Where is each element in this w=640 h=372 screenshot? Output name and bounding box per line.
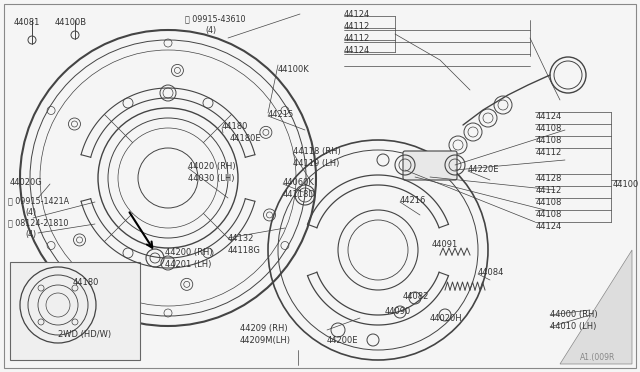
- Text: 44010 (LH): 44010 (LH): [550, 322, 596, 331]
- Text: 44119 (LH): 44119 (LH): [293, 159, 339, 168]
- Text: 44118G: 44118G: [228, 246, 261, 255]
- Text: (4): (4): [25, 208, 36, 217]
- Text: 44216: 44216: [400, 196, 426, 205]
- Text: (4): (4): [25, 230, 36, 239]
- Polygon shape: [560, 250, 632, 364]
- Text: 44108: 44108: [536, 124, 563, 133]
- Text: 44128: 44128: [536, 174, 563, 183]
- Text: 44180: 44180: [73, 278, 99, 287]
- Text: 44108: 44108: [536, 136, 563, 145]
- Text: 44108: 44108: [536, 210, 563, 219]
- Text: 44132: 44132: [228, 234, 254, 243]
- Text: A1.(009R: A1.(009R: [580, 353, 616, 362]
- Text: 44200E: 44200E: [327, 336, 358, 345]
- Text: 44112: 44112: [344, 22, 371, 31]
- Text: 44200 (RH): 44200 (RH): [165, 248, 212, 257]
- Text: 44060K: 44060K: [283, 178, 315, 187]
- Text: 44209M(LH): 44209M(LH): [240, 336, 291, 345]
- Text: 44209 (RH): 44209 (RH): [240, 324, 287, 333]
- Text: 44112: 44112: [344, 34, 371, 43]
- Text: 44082: 44082: [403, 292, 429, 301]
- FancyBboxPatch shape: [403, 151, 457, 180]
- Text: 44215: 44215: [268, 110, 294, 119]
- Text: 44081: 44081: [14, 18, 40, 27]
- Text: 44201 (LH): 44201 (LH): [165, 260, 211, 269]
- Text: 44108: 44108: [536, 198, 563, 207]
- Text: 44100K: 44100K: [278, 65, 310, 74]
- Text: 44220E: 44220E: [468, 165, 499, 174]
- Text: ⓘ 09915-1421A: ⓘ 09915-1421A: [8, 196, 69, 205]
- Text: 2WD (HD/W): 2WD (HD/W): [58, 330, 111, 339]
- Text: 44030 (LH): 44030 (LH): [188, 174, 234, 183]
- Text: 44084: 44084: [478, 268, 504, 277]
- Text: 44112: 44112: [536, 148, 563, 157]
- Text: 44118D: 44118D: [283, 190, 316, 199]
- Text: ⓘ 09915-43610: ⓘ 09915-43610: [185, 14, 246, 23]
- Text: 44000 (RH): 44000 (RH): [550, 310, 598, 319]
- Text: 44180E: 44180E: [230, 134, 262, 143]
- Text: 44020H: 44020H: [430, 314, 463, 323]
- Text: Ⓑ 08124-21810: Ⓑ 08124-21810: [8, 218, 68, 227]
- Bar: [10, 262, 140, 360]
- Text: 44118 (RH): 44118 (RH): [293, 147, 340, 156]
- Text: 44100: 44100: [613, 180, 639, 189]
- Text: 44124: 44124: [344, 10, 371, 19]
- Text: 44112: 44112: [536, 186, 563, 195]
- Text: 44124: 44124: [344, 46, 371, 55]
- Text: 44020 (RH): 44020 (RH): [188, 162, 236, 171]
- Text: 44090: 44090: [385, 307, 412, 316]
- Text: 44124: 44124: [536, 222, 563, 231]
- Text: (4): (4): [205, 26, 216, 35]
- Text: 44124: 44124: [536, 112, 563, 121]
- Text: 44180: 44180: [222, 122, 248, 131]
- Text: 44100B: 44100B: [55, 18, 87, 27]
- Text: 44020G: 44020G: [10, 178, 43, 187]
- Text: 44091: 44091: [432, 240, 458, 249]
